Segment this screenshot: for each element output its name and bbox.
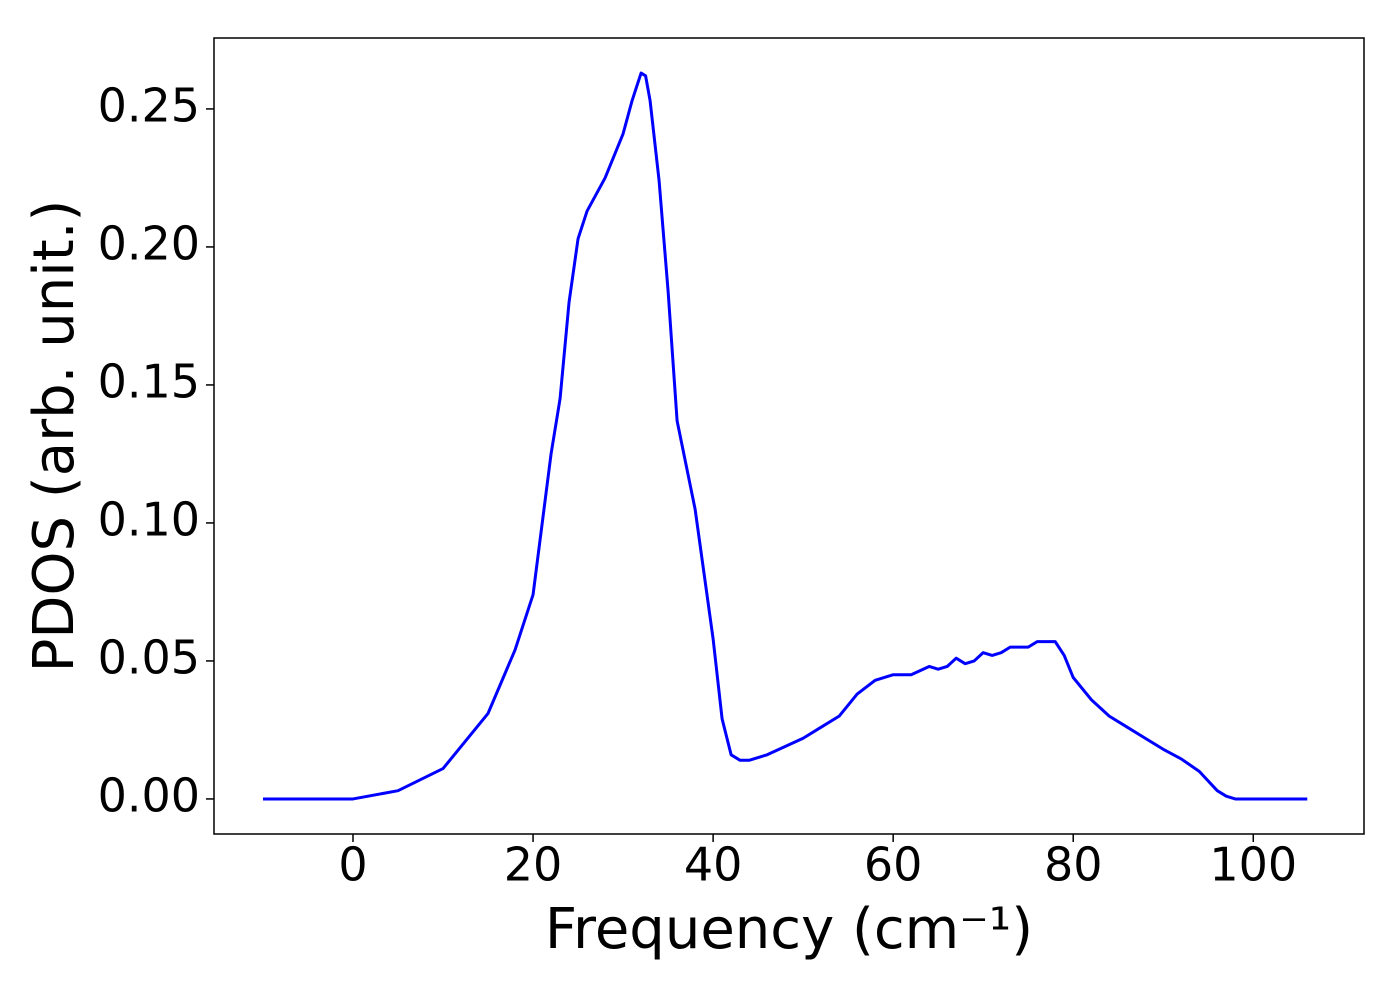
y-tick-label: 0.10 (98, 492, 200, 546)
y-tick-label: 0.05 (98, 630, 200, 684)
y-tick-label: 0.20 (98, 216, 200, 270)
x-tick-label: 0 (338, 838, 367, 892)
y-tick-label: 0.00 (98, 768, 200, 822)
x-tick-label: 100 (1209, 838, 1297, 892)
y-tick-label: 0.25 (98, 78, 200, 132)
x-tick-label: 40 (684, 838, 743, 892)
plot-frame (213, 37, 1365, 835)
x-axis-label: Frequency (cm⁻¹) (545, 897, 1033, 962)
x-tick-label: 20 (504, 838, 563, 892)
y-tick-label: 0.15 (98, 354, 200, 408)
y-axis-label: PDOS (arb. unit.) (22, 200, 87, 673)
data-line (262, 71, 1308, 801)
x-tick-label: 80 (1044, 838, 1103, 892)
x-tick-label: 60 (864, 838, 923, 892)
